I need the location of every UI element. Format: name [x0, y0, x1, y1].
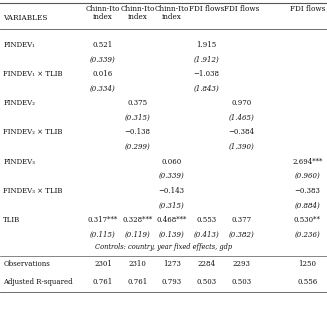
Text: 1273: 1273: [163, 260, 181, 268]
Text: FDI flows: FDI flows: [224, 5, 259, 13]
Text: Chinn-Ito: Chinn-Ito: [86, 5, 120, 13]
Text: (0.334): (0.334): [90, 85, 116, 93]
Text: (0.119): (0.119): [125, 230, 150, 239]
Text: Observations: Observations: [3, 260, 50, 268]
Text: −1.038: −1.038: [194, 70, 220, 78]
Text: FINDEV₁ × TLIB: FINDEV₁ × TLIB: [3, 70, 63, 78]
Text: −0.143: −0.143: [159, 187, 185, 195]
Text: FDI flows: FDI flows: [189, 5, 224, 13]
Text: (1.390): (1.390): [229, 143, 254, 151]
Text: 0.761: 0.761: [93, 278, 113, 286]
Text: 0.530**: 0.530**: [294, 216, 321, 224]
Text: (0.139): (0.139): [159, 230, 184, 239]
Text: 2293: 2293: [232, 260, 250, 268]
Text: (0.339): (0.339): [90, 55, 116, 63]
Text: Chinn-Ito: Chinn-Ito: [154, 5, 189, 13]
Text: 0.970: 0.970: [231, 99, 251, 107]
Text: 2284: 2284: [198, 260, 216, 268]
Text: 2310: 2310: [129, 260, 146, 268]
Text: (1.465): (1.465): [229, 114, 254, 122]
Text: FINDEV₃ × TLIB: FINDEV₃ × TLIB: [3, 187, 63, 195]
Text: VARIABLES: VARIABLES: [3, 14, 48, 22]
Text: 0.317***: 0.317***: [88, 216, 118, 224]
Text: (0.413): (0.413): [194, 230, 219, 239]
Text: Controls: country, year fixed effects, gdp: Controls: country, year fixed effects, g…: [95, 243, 232, 251]
Text: (1.912): (1.912): [194, 55, 219, 63]
Text: 0.503: 0.503: [197, 278, 217, 286]
Text: 0.328***: 0.328***: [122, 216, 152, 224]
Text: 0.468***: 0.468***: [157, 216, 187, 224]
Text: 0.060: 0.060: [162, 158, 182, 165]
Text: 0.761: 0.761: [127, 278, 147, 286]
Text: (0.315): (0.315): [125, 114, 150, 122]
Text: FINDEV₂: FINDEV₂: [3, 99, 35, 107]
Text: (0.236): (0.236): [295, 230, 320, 239]
Text: index: index: [162, 13, 181, 21]
Text: FINDEV₃: FINDEV₃: [3, 158, 35, 165]
Text: FINDEV₁: FINDEV₁: [3, 41, 35, 49]
Text: index: index: [93, 13, 113, 21]
Text: 0.793: 0.793: [162, 278, 182, 286]
Text: 0.375: 0.375: [127, 99, 147, 107]
Text: (0.315): (0.315): [159, 202, 184, 209]
Text: FINDEV₂ × TLIB: FINDEV₂ × TLIB: [3, 128, 63, 136]
Text: −0.138: −0.138: [124, 128, 150, 136]
Text: (0.884): (0.884): [295, 202, 320, 209]
Text: (0.382): (0.382): [229, 230, 254, 239]
Text: 0.377: 0.377: [231, 216, 251, 224]
Text: 0.503: 0.503: [231, 278, 251, 286]
Text: −0.383: −0.383: [294, 187, 320, 195]
Text: 2301: 2301: [94, 260, 112, 268]
Text: Chinn-Ito: Chinn-Ito: [120, 5, 155, 13]
Text: (0.339): (0.339): [159, 172, 184, 180]
Text: 1250: 1250: [298, 260, 317, 268]
Text: (0.299): (0.299): [125, 143, 150, 151]
Text: 0.016: 0.016: [93, 70, 113, 78]
Text: 0.521: 0.521: [93, 41, 113, 49]
Text: 1.915: 1.915: [197, 41, 217, 49]
Text: (0.960): (0.960): [295, 172, 320, 180]
Text: index: index: [128, 13, 147, 21]
Text: −0.384: −0.384: [228, 128, 254, 136]
Text: (0.115): (0.115): [90, 230, 116, 239]
Text: 0.553: 0.553: [197, 216, 217, 224]
Text: Adjusted R-squared: Adjusted R-squared: [3, 278, 73, 286]
Text: FDI flows: FDI flows: [290, 5, 325, 13]
Text: (1.843): (1.843): [194, 85, 219, 93]
Text: 0.556: 0.556: [297, 278, 318, 286]
Text: TLIB: TLIB: [3, 216, 20, 224]
Text: 2.694***: 2.694***: [292, 158, 322, 165]
